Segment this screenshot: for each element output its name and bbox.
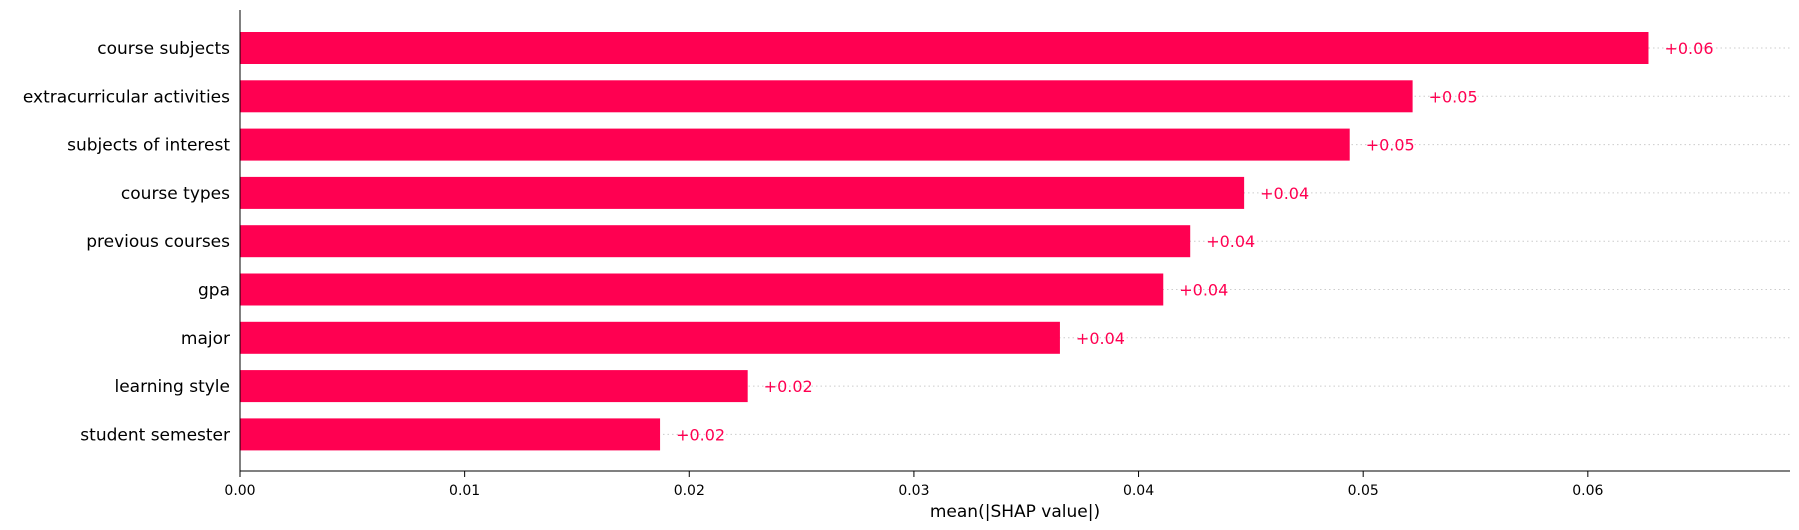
y-tick-label: course types (121, 184, 230, 204)
y-axis-labels: course subjects extracurricular activitie… (23, 39, 230, 445)
y-tick-label: extracurricular activities (23, 87, 230, 107)
bar (240, 128, 1350, 161)
value-label: +0.04 (1260, 184, 1309, 203)
y-tick-label: major (181, 329, 230, 349)
bar (240, 32, 1649, 64)
x-tick-label: 0.03 (898, 483, 929, 499)
bar (240, 321, 1060, 354)
value-label: +0.05 (1429, 87, 1478, 106)
value-label: +0.04 (1076, 329, 1125, 348)
bar (240, 80, 1413, 113)
bar (240, 418, 661, 451)
y-tick-label: learning style (114, 377, 230, 397)
value-label: +0.05 (1366, 136, 1415, 155)
x-tick-label: 0.00 (224, 483, 255, 499)
x-axis-label: mean(|SHAP value|) (930, 502, 1100, 522)
bar (240, 370, 748, 403)
value-label: +0.02 (764, 377, 813, 396)
y-tick-label: previous courses (86, 232, 230, 252)
bar (240, 176, 1245, 209)
y-tick-label: student semester (80, 425, 230, 445)
value-label: +0.06 (1664, 39, 1713, 58)
y-tick-label: course subjects (97, 39, 230, 59)
x-axis-ticks: 0.00 0.01 0.02 0.03 0.04 0.05 0.06 (224, 471, 1604, 499)
value-label: +0.04 (1179, 281, 1228, 300)
x-tick-label: 0.04 (1123, 483, 1154, 499)
x-tick-label: 0.01 (449, 483, 480, 499)
bar (240, 225, 1191, 258)
y-tick-label: gpa (198, 281, 230, 301)
y-tick-label: subjects of interest (67, 136, 230, 156)
x-tick-label: 0.05 (1348, 483, 1379, 499)
value-label: +0.04 (1206, 232, 1255, 251)
value-label: +0.02 (676, 425, 725, 444)
value-labels: +0.06 +0.05 +0.05 +0.04 +0.04 +0.04 +0.04 +0.02… (676, 39, 1713, 444)
bar (240, 273, 1164, 306)
x-tick-label: 0.02 (674, 483, 705, 499)
bars (240, 32, 1649, 451)
x-tick-label: 0.06 (1572, 483, 1603, 499)
